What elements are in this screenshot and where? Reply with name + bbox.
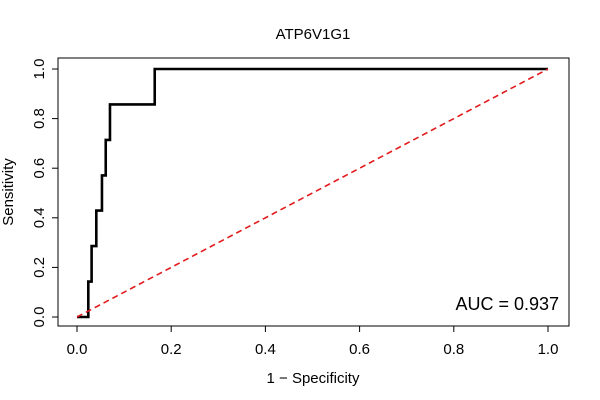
x-tick-label: 0.2 xyxy=(161,341,182,358)
auc-annotation: AUC = 0.937 xyxy=(455,294,559,314)
x-tick-label: 0.4 xyxy=(255,341,276,358)
roc-curve xyxy=(77,67,548,319)
y-tick-label: 0.4 xyxy=(31,207,48,228)
y-tick-label: 0.8 xyxy=(31,108,48,129)
x-tick-label: 0.8 xyxy=(443,341,464,358)
x-tick-label: 0.6 xyxy=(349,341,370,358)
series-layer xyxy=(76,67,549,319)
y-ticks: 0.0 0.2 0.4 0.6 0.8 1.0 xyxy=(31,59,58,328)
y-tick-label: 0.2 xyxy=(31,257,48,278)
y-tick-label: 1.0 xyxy=(31,59,48,80)
reference-diagonal xyxy=(76,68,549,318)
y-axis-label: Sensitivity xyxy=(0,158,17,226)
chart-title: ATP6V1G1 xyxy=(276,26,351,43)
x-ticks: 0.0 0.2 0.4 0.6 0.8 1.0 xyxy=(67,326,559,358)
x-tick-label: 0.0 xyxy=(67,341,88,358)
x-tick-label: 1.0 xyxy=(538,341,559,358)
y-tick-label: 0.6 xyxy=(31,158,48,179)
y-tick-label: 0.0 xyxy=(31,307,48,328)
x-axis-label: 1 − Specificity xyxy=(267,370,360,387)
